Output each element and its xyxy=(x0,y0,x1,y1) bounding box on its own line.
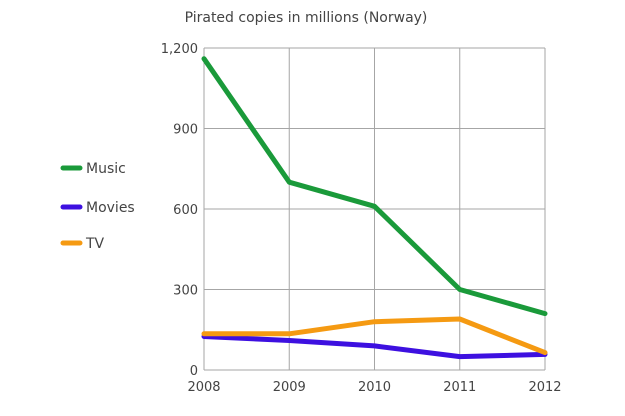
legend-label-music: Music xyxy=(86,161,126,177)
y-tick-label: 600 xyxy=(173,203,198,218)
grid xyxy=(203,47,546,371)
axis-ticks: 0 300 600 900 1,200 2008 2009 2010 2011 2012 xyxy=(161,42,562,395)
x-tick-label: 2010 xyxy=(358,380,391,395)
y-tick-label: 0 xyxy=(190,364,198,379)
series-line-music xyxy=(201,56,548,317)
legend-label-tv: TV xyxy=(85,236,105,252)
legend: Music Movies TV xyxy=(60,161,135,252)
legend-label-movies: Movies xyxy=(86,200,135,216)
series-lines xyxy=(201,56,548,360)
x-tick-label: 2009 xyxy=(273,380,306,395)
x-tick-label: 2012 xyxy=(528,380,561,395)
series-line-tv xyxy=(201,316,548,356)
x-tick-label: 2008 xyxy=(187,380,220,395)
series-line-movies xyxy=(201,334,548,360)
y-tick-label: 1,200 xyxy=(161,42,198,57)
y-tick-label: 300 xyxy=(173,284,198,299)
chart-title: Pirated copies in millions (Norway) xyxy=(185,10,428,26)
x-tick-label: 2011 xyxy=(443,380,476,395)
y-tick-label: 900 xyxy=(173,123,198,138)
